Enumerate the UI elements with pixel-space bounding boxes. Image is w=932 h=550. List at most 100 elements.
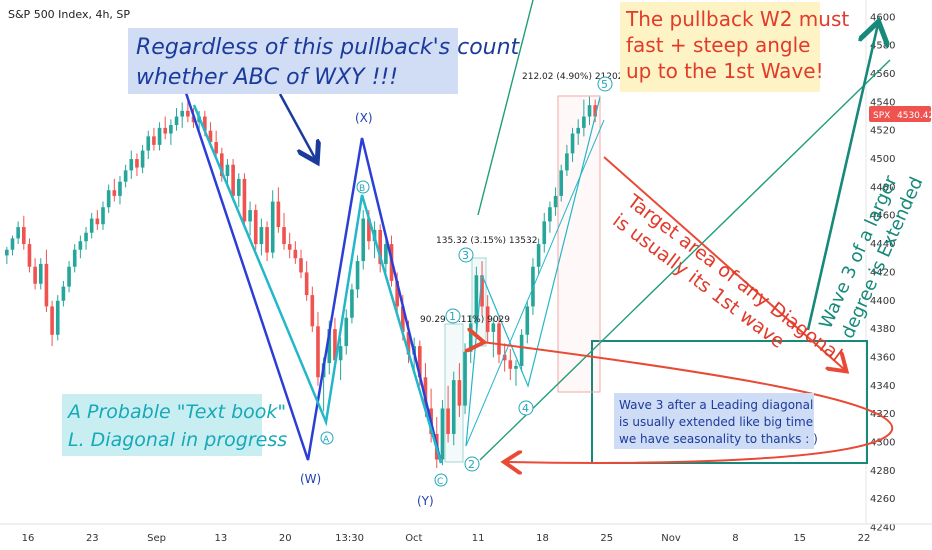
candle	[548, 201, 552, 233]
candle	[344, 309, 349, 355]
x-tick-label: Sep	[147, 533, 166, 544]
wxy-wave-line	[184, 92, 443, 464]
svg-text:3: 3	[462, 249, 469, 262]
candle-body	[135, 159, 139, 168]
candle	[33, 258, 37, 290]
candle-body	[468, 323, 473, 352]
candle	[10, 235, 15, 256]
candle-body	[333, 329, 337, 361]
candle	[219, 147, 224, 182]
candle-body	[95, 218, 100, 225]
candle	[287, 232, 292, 259]
x-tick-label: Nov	[661, 533, 681, 544]
candle-body	[61, 286, 66, 301]
candle	[463, 343, 467, 415]
candle-body	[282, 227, 286, 245]
candle-body	[406, 331, 411, 355]
candle	[355, 255, 360, 298]
candle	[565, 144, 569, 177]
x-tick-label: 18	[536, 533, 549, 544]
candle	[304, 261, 309, 301]
x-tick-label: 15	[793, 533, 806, 544]
loop-arrow	[482, 342, 894, 463]
y-tick-label: 4440	[870, 239, 895, 250]
candle-body	[50, 306, 54, 335]
candle-body	[542, 221, 547, 245]
candle-body	[423, 377, 428, 409]
candle-body	[525, 306, 530, 335]
candle-body	[491, 323, 496, 332]
candle	[38, 258, 43, 290]
candle	[310, 286, 315, 332]
candle-body	[265, 227, 269, 253]
candle-body	[474, 275, 479, 324]
candle-body	[27, 244, 32, 267]
candle-body	[72, 249, 77, 267]
candle-body	[152, 136, 156, 145]
x-tick-label: 8	[732, 533, 738, 544]
candle-body	[395, 280, 399, 307]
candle-body	[361, 218, 366, 262]
candle	[16, 221, 20, 245]
y-tick-label: 4600	[870, 12, 895, 23]
candle-body	[180, 110, 185, 117]
note-count: Regardless of this pullback's count whet…	[128, 28, 521, 94]
candle-body	[146, 136, 151, 151]
candle-body	[327, 329, 332, 364]
candle	[21, 215, 26, 250]
y-tick-label: 4540	[870, 97, 895, 108]
candle-body	[287, 244, 292, 250]
candle-body	[570, 133, 575, 154]
candle-body	[508, 360, 513, 369]
candle	[135, 153, 139, 177]
count-label-4: 4	[518, 400, 534, 416]
candle-body	[123, 170, 128, 182]
candle	[536, 238, 541, 276]
y-tick-label: 4320	[870, 409, 895, 420]
candle	[276, 187, 281, 233]
candle-body	[67, 266, 71, 287]
candle-body	[576, 127, 581, 134]
count-label-5: 5	[597, 76, 613, 92]
target-box	[591, 340, 868, 464]
candle-body	[338, 346, 343, 361]
y-tick-label: 4300	[870, 437, 895, 448]
candle	[236, 173, 241, 208]
candle-body	[157, 127, 162, 145]
candle-body	[16, 227, 20, 239]
wave3-arrow	[806, 24, 878, 331]
candle	[106, 184, 111, 213]
abc-wave-line	[192, 104, 443, 464]
candle-body	[514, 365, 518, 369]
candle	[89, 212, 94, 239]
svg-text:A: A	[323, 435, 330, 445]
candle-body	[259, 227, 264, 245]
candle	[67, 261, 71, 293]
candle	[316, 312, 320, 386]
candle	[440, 399, 445, 466]
candle	[570, 127, 575, 162]
candle-body	[236, 178, 241, 196]
svg-text:1: 1	[449, 310, 456, 323]
candle-body	[553, 195, 558, 208]
target-arrow	[603, 156, 845, 370]
wave-label-w: (W)	[300, 472, 321, 486]
candle-body	[519, 334, 524, 366]
y-tick-label: 4380	[870, 324, 895, 335]
candle-body	[304, 272, 309, 296]
candle-body	[367, 218, 371, 242]
candle-body	[248, 210, 252, 222]
candle	[61, 280, 66, 307]
y-tick-label: 4560	[870, 69, 895, 80]
candle	[112, 178, 117, 202]
measure-label-1: 212.02 (4.90%) 21202	[522, 72, 623, 82]
candle	[457, 363, 462, 417]
candle	[214, 130, 218, 160]
candle	[169, 119, 173, 145]
candle	[152, 127, 156, 151]
candle-body	[203, 116, 207, 131]
svg-text:B: B	[359, 184, 365, 194]
note-diagonal: A Probable "Text book" L. Diagonal in pr…	[62, 394, 287, 456]
candle-body	[536, 244, 541, 267]
candle	[225, 159, 230, 185]
